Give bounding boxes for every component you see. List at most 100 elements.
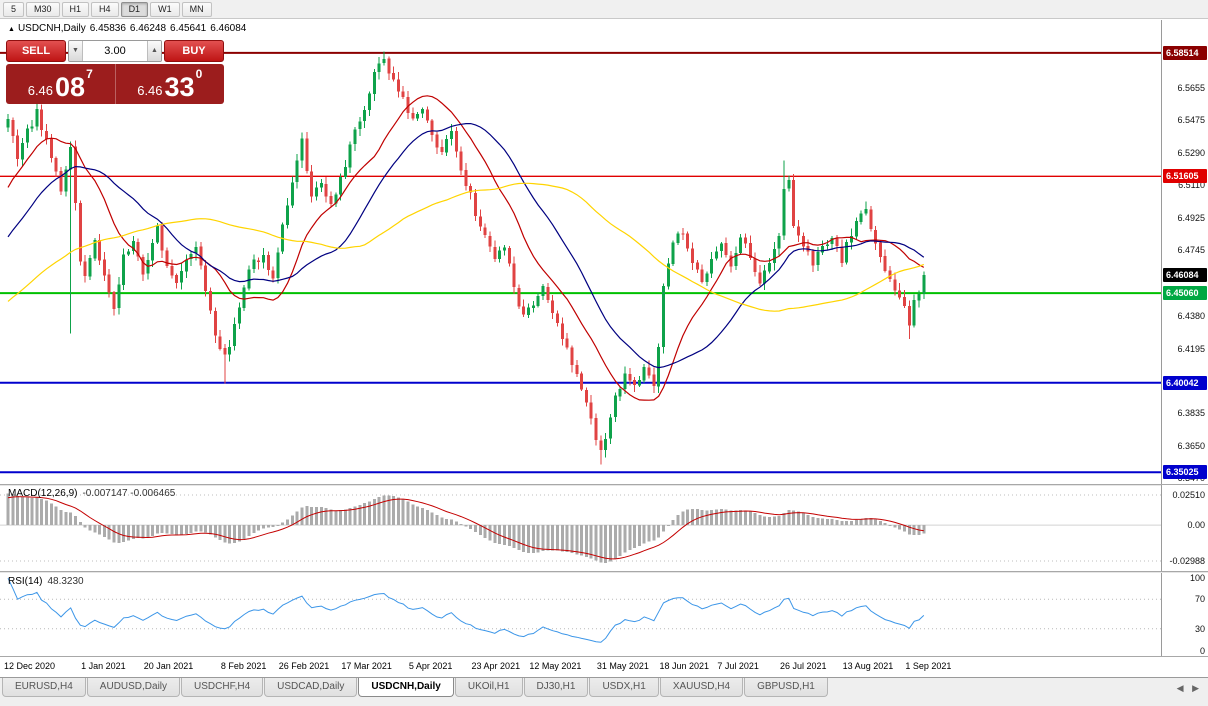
date-axis-label: 26 Feb 2021: [278, 661, 330, 671]
price-badge: 6.35025: [1163, 465, 1207, 480]
chart-tab-ukoil-h1[interactable]: UKOil,H1: [454, 678, 523, 697]
chart-tab-usdchf-h4[interactable]: USDCHF,H4: [181, 678, 264, 697]
date-axis-label: 20 Jan 2021: [143, 661, 194, 671]
tab-scroll-left-icon[interactable]: ◀: [1176, 683, 1184, 693]
timeframe-button-mn[interactable]: MN: [181, 1, 212, 17]
timeframe-button-d1[interactable]: D1: [120, 1, 149, 17]
one-click-trade-panel: SELL ▼ 3.00 ▲ BUY 6.46 08 7 6.46 33 0: [6, 40, 224, 104]
rsi-scale-label: 0: [1199, 646, 1205, 656]
buy-price-base: 6.46: [137, 83, 163, 98]
date-axis-label: 23 Apr 2021: [471, 661, 521, 671]
price-tick-label: 6.5110: [1178, 180, 1205, 191]
rsi-value: 48.3230: [47, 576, 84, 587]
macd-indicator-canvas[interactable]: [0, 485, 1161, 571]
panel-splitter: [0, 656, 1208, 657]
date-axis-label: 18 Jun 2021: [659, 661, 710, 671]
price-badge: 6.40042: [1163, 375, 1207, 390]
volume-value[interactable]: 3.00: [104, 45, 126, 57]
price-axis[interactable]: 6.5655 6.5475 6.5290 6.5110 6.4925 6.4745 6.43…: [1161, 20, 1208, 484]
ohlc-close-value: 6.46084: [210, 23, 247, 34]
panel-splitter[interactable]: [0, 484, 1208, 485]
price-tick-label: 6.5655: [1177, 83, 1205, 93]
panel-splitter[interactable]: [0, 571, 1208, 572]
volume-decrease-icon[interactable]: ▼: [69, 41, 83, 61]
rsi-axis: 100 70 30 0: [1161, 573, 1208, 656]
date-axis-label: 13 Aug 2021: [842, 661, 894, 671]
price-tick-label: 6.4195: [1177, 343, 1205, 354]
tab-scroll-right-icon[interactable]: ▶: [1192, 683, 1199, 693]
rsi-line[interactable]: [7, 577, 925, 643]
tab-scroll-controls: ◀ ▶: [1174, 683, 1202, 694]
date-axis-label: 1 Sep 2021: [905, 661, 952, 671]
macd-scale-label: 0.00: [1187, 520, 1205, 531]
chart-tab-audusd-daily[interactable]: AUDUSD,Daily: [86, 678, 181, 697]
moving-average-15-line[interactable]: [7, 95, 925, 401]
macd-label: MACD(12,26,9) -0.007147 -0.006465: [8, 488, 175, 499]
volume-increase-icon[interactable]: ▲: [147, 41, 161, 61]
macd-signal-line[interactable]: [7, 496, 924, 560]
timeframe-button-m30[interactable]: M30: [26, 1, 60, 17]
chart-tab-xauusd-h4[interactable]: XAUUSD,H4: [659, 678, 744, 697]
rsi-label: RSI(14) 48.3230: [8, 576, 84, 587]
candlestick-series[interactable]: [6, 51, 926, 465]
chart-tab-eurusd-h4[interactable]: EURUSD,H4: [2, 678, 86, 697]
timeframe-button-w1[interactable]: W1: [150, 1, 180, 17]
date-axis-label: 8 Feb 2021: [220, 661, 267, 671]
date-axis-label: 26 Jul 2021: [780, 661, 827, 671]
price-tick-label: 6.4380: [1177, 310, 1205, 321]
ohlc-open-value: 6.45836: [89, 23, 126, 34]
sell-button[interactable]: SELL: [6, 40, 66, 62]
chart-background: [0, 19, 1208, 677]
rsi-scale-label: 100: [1189, 573, 1205, 583]
chart-tabs: EURUSD,H4 AUDUSD,Daily USDCHF,H4 USDCAD,Dai…: [2, 678, 829, 697]
chart-tab-dj30-h1[interactable]: DJ30,H1: [523, 678, 589, 697]
price-tick-label: 6.4925: [1177, 213, 1205, 224]
date-axis-label: 31 May 2021: [596, 661, 649, 671]
chart-tab-bar: EURUSD,H4 AUDUSD,Daily USDCHF,H4 USDCAD,Dai…: [0, 677, 1208, 706]
date-axis-label: 1 Jan 2021: [81, 661, 126, 671]
volume-stepper[interactable]: ▼ 3.00 ▲: [68, 40, 162, 62]
price-badge: 6.45060: [1163, 286, 1207, 301]
chart-tab-gbpusd-h1[interactable]: GBPUSD,H1: [744, 678, 828, 697]
sell-price-display[interactable]: 6.46 08 7: [6, 64, 115, 104]
macd-histogram[interactable]: [6, 493, 926, 563]
candlestick-chart-canvas[interactable]: [0, 20, 1161, 484]
horizontal-level-lines[interactable]: [0, 51, 1161, 474]
moving-average-60-line[interactable]: [7, 182, 925, 312]
price-badge: 6.46084: [1163, 267, 1207, 282]
price-tick-label: 6.4745: [1177, 245, 1205, 256]
chart-tab-usdx-h1[interactable]: USDX,H1: [589, 678, 659, 697]
moving-average-28-line[interactable]: [7, 122, 925, 369]
date-axis-label: 5 Apr 2021: [408, 661, 453, 671]
macd-scale-label: -0.02988: [1169, 556, 1205, 566]
timeframe-button-5[interactable]: 5: [3, 1, 25, 17]
macd-values: -0.007147 -0.006465: [82, 488, 176, 499]
sell-price-big-digits: 08: [55, 72, 86, 102]
collapse-toggle-icon[interactable]: ▲: [8, 26, 15, 33]
chart-tab-usdcad-daily[interactable]: USDCAD,Daily: [264, 678, 358, 697]
timeframe-toolbar: 5 M30 H1 H4 D1 W1 MN: [0, 0, 1208, 19]
chart-tab-usdcnh-daily[interactable]: USDCNH,Daily: [358, 678, 454, 697]
macd-title: MACD(12,26,9): [8, 488, 78, 499]
price-tick-label: 6.3650: [1177, 440, 1205, 451]
rsi-indicator-canvas[interactable]: [0, 573, 1161, 656]
buy-price-pip-digit: 0: [195, 67, 203, 81]
price-tick-label: 6.5475: [1177, 115, 1205, 126]
timeframe-button-h1[interactable]: H1: [61, 1, 90, 17]
buy-price-display[interactable]: 6.46 33 0: [114, 64, 225, 104]
sell-price-pip-digit: 7: [86, 67, 93, 81]
macd-scale-label: 0.02510: [1172, 490, 1205, 500]
chart-symbol-label: USDCNH,Daily: [17, 23, 86, 34]
date-axis-label: 7 Jul 2021: [717, 661, 759, 671]
date-axis[interactable]: 12 Dec 2020 1 Jan 2021 20 Jan 2021 8 Feb 20…: [0, 657, 1208, 677]
sell-price-base: 6.46: [27, 83, 54, 98]
buy-button[interactable]: BUY: [164, 40, 224, 62]
price-tick-label: 6.3835: [1177, 407, 1205, 418]
timeframe-button-h4[interactable]: H4: [91, 1, 119, 17]
date-axis-label: 17 Mar 2021: [341, 661, 392, 671]
date-axis-label: 12 Dec 2020: [4, 661, 56, 671]
rsi-scale-label: 70: [1194, 594, 1205, 605]
price-badge: 6.51605: [1163, 169, 1207, 184]
rsi-scale-label: 30: [1194, 623, 1205, 634]
